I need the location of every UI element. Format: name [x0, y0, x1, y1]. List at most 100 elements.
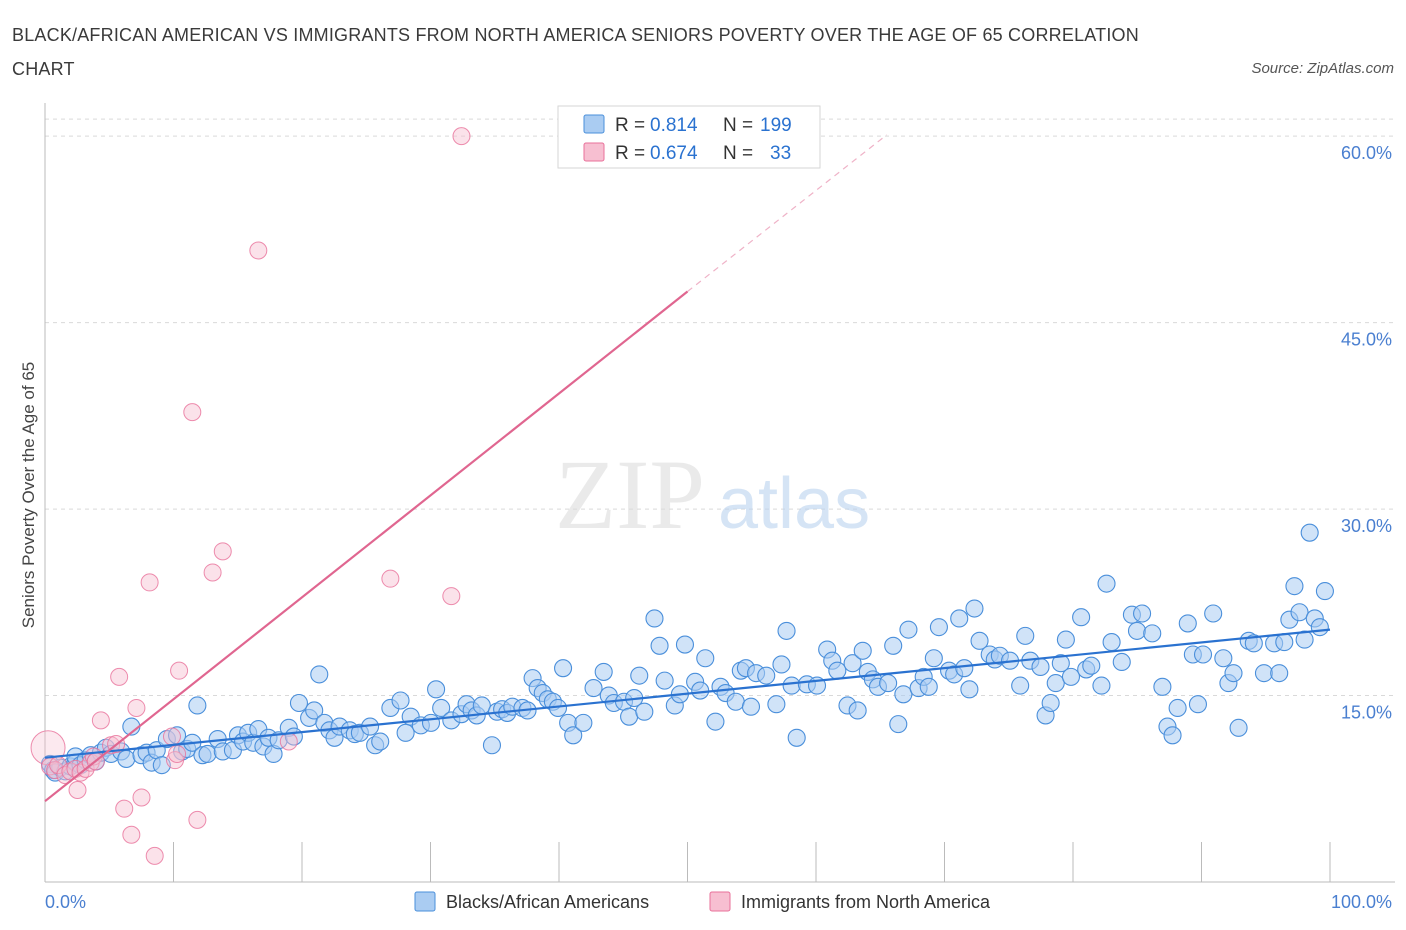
data-point [1229, 718, 1248, 737]
data-point [140, 573, 159, 592]
data-point [188, 696, 207, 715]
data-point [145, 846, 164, 865]
data-point [1315, 582, 1334, 601]
data-point [203, 563, 222, 582]
data-point [955, 659, 974, 678]
data-point [848, 701, 867, 720]
data-point [635, 702, 654, 721]
legend-r-label: R = [615, 143, 645, 164]
watermark-zip: ZIP [555, 439, 705, 550]
legend-n-value: 33 [770, 143, 791, 164]
data-point [371, 732, 390, 751]
legend-n-label: N = [723, 115, 753, 136]
grid-lines [45, 118, 1395, 697]
legend-swatch-blue [583, 114, 605, 134]
data-point [1092, 676, 1111, 695]
data-point [554, 659, 573, 678]
y-tick-label: 30.0% [1341, 516, 1392, 536]
data-point [115, 799, 134, 818]
data-point [1016, 626, 1035, 645]
axes [44, 103, 1395, 883]
data-point [782, 676, 801, 695]
data-point [472, 696, 491, 715]
data-point [162, 727, 181, 746]
data-point [305, 701, 324, 720]
data-point [91, 711, 110, 730]
data-point [1082, 656, 1101, 675]
data-point [772, 655, 791, 674]
series-blacks-points [41, 523, 1334, 782]
data-point [279, 732, 298, 751]
data-point [884, 636, 903, 655]
data-point [970, 631, 989, 650]
legend-r-value: 0.674 [650, 143, 698, 164]
data-point [757, 666, 776, 685]
data-point [767, 695, 786, 714]
x-tick-label: 100.0% [1331, 892, 1392, 912]
series-immigrants-points [30, 127, 471, 865]
data-point [584, 679, 603, 698]
data-point [1133, 604, 1152, 623]
data-point [1204, 604, 1223, 623]
data-point [1168, 698, 1187, 718]
data-point [1270, 664, 1289, 683]
data-point [1193, 645, 1213, 664]
data-point [1102, 633, 1121, 652]
data-point [310, 665, 329, 684]
legend-swatch-pink [583, 142, 605, 162]
trend-line-immigrants [44, 290, 689, 803]
data-point [381, 569, 400, 588]
source-label: Source: ZipAtlas.com [1251, 60, 1394, 77]
data-point [1310, 618, 1329, 637]
watermark-atlas: atlas [718, 464, 870, 544]
data-point [1275, 633, 1294, 652]
data-point [574, 713, 593, 732]
data-point [741, 697, 761, 716]
data-point [1143, 624, 1162, 643]
data-point [127, 698, 146, 717]
legend-top: R = 0.814 N = 199 R = 0.674 N = 33 [557, 105, 821, 169]
data-point [889, 715, 908, 734]
data-point [1178, 614, 1197, 633]
data-point [650, 636, 669, 655]
data-point [919, 677, 938, 696]
data-point [1061, 667, 1081, 686]
data-point [594, 662, 613, 681]
data-point [691, 681, 710, 700]
data-point [117, 749, 136, 768]
data-point [432, 698, 451, 718]
legend-bottom: Blacks/African Americans Immigrants from… [414, 891, 991, 912]
legend-bottom-label-pink: Immigrants from North America [741, 892, 991, 912]
data-point [168, 744, 187, 763]
data-point [1163, 726, 1182, 745]
data-point [249, 241, 268, 260]
data-point [894, 685, 913, 704]
data-point [675, 635, 695, 654]
data-point [1244, 634, 1263, 653]
legend-n-value: 199 [760, 115, 792, 136]
data-point [110, 667, 129, 686]
data-point [391, 691, 410, 710]
data-point [843, 654, 862, 673]
data-point [1041, 693, 1060, 713]
data-point [421, 713, 441, 732]
data-point [183, 403, 202, 422]
data-point [1097, 574, 1116, 593]
data-point [1214, 649, 1233, 668]
data-point [630, 666, 649, 685]
data-point [706, 712, 725, 731]
data-point [1056, 630, 1075, 649]
data-point [853, 641, 872, 660]
data-point [965, 599, 984, 618]
trend-lines [44, 134, 1331, 803]
y-axis-label: Seniors Poverty Over the Age of 65 [19, 362, 38, 628]
data-point [396, 723, 415, 742]
data-point [289, 693, 309, 713]
y-tick-label: 60.0% [1341, 143, 1392, 163]
data-point [1153, 677, 1172, 696]
data-point [170, 661, 189, 680]
data-point [929, 618, 948, 637]
data-point [1046, 674, 1065, 693]
data-point [1112, 652, 1131, 672]
